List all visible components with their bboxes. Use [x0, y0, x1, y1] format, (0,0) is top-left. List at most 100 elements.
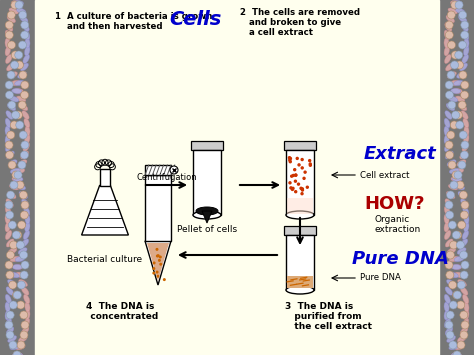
Circle shape: [16, 61, 23, 69]
Circle shape: [6, 151, 14, 159]
Circle shape: [456, 181, 464, 189]
Circle shape: [452, 171, 460, 179]
Ellipse shape: [5, 134, 10, 144]
Text: Pellet of cells: Pellet of cells: [177, 225, 237, 234]
Ellipse shape: [9, 184, 19, 190]
Circle shape: [301, 159, 303, 160]
Ellipse shape: [18, 72, 27, 78]
Ellipse shape: [462, 142, 468, 152]
Circle shape: [449, 281, 456, 289]
Ellipse shape: [5, 118, 11, 128]
Circle shape: [21, 261, 29, 269]
Circle shape: [452, 111, 460, 119]
Circle shape: [446, 91, 454, 99]
Ellipse shape: [8, 160, 17, 166]
Ellipse shape: [446, 15, 455, 23]
Circle shape: [457, 221, 465, 229]
Ellipse shape: [6, 23, 13, 31]
Circle shape: [447, 131, 455, 139]
Circle shape: [449, 341, 457, 349]
Circle shape: [170, 166, 178, 174]
Text: the cell extract: the cell extract: [285, 322, 372, 331]
Ellipse shape: [9, 8, 18, 14]
Polygon shape: [145, 241, 171, 285]
Ellipse shape: [7, 103, 16, 111]
Ellipse shape: [25, 310, 30, 320]
Circle shape: [447, 191, 455, 199]
Ellipse shape: [455, 344, 464, 350]
Ellipse shape: [23, 142, 29, 152]
Circle shape: [461, 201, 469, 209]
Circle shape: [301, 193, 303, 195]
Circle shape: [456, 241, 465, 249]
Ellipse shape: [449, 168, 459, 174]
Circle shape: [460, 331, 468, 339]
Circle shape: [446, 151, 454, 159]
Ellipse shape: [458, 15, 467, 23]
Ellipse shape: [5, 222, 10, 232]
Circle shape: [18, 161, 26, 169]
Ellipse shape: [445, 327, 453, 335]
Ellipse shape: [462, 230, 469, 240]
Ellipse shape: [19, 191, 27, 198]
Circle shape: [157, 275, 159, 277]
Circle shape: [447, 41, 456, 49]
Ellipse shape: [447, 335, 456, 343]
Circle shape: [19, 71, 27, 79]
Ellipse shape: [447, 248, 456, 254]
Circle shape: [21, 21, 29, 29]
Ellipse shape: [8, 191, 16, 198]
Circle shape: [298, 164, 300, 166]
Ellipse shape: [16, 184, 26, 190]
Ellipse shape: [445, 23, 452, 31]
Bar: [286, 235, 314, 290]
Circle shape: [458, 161, 466, 169]
Ellipse shape: [5, 310, 10, 320]
Circle shape: [295, 174, 297, 176]
Circle shape: [460, 151, 468, 159]
Circle shape: [14, 231, 22, 239]
Ellipse shape: [5, 318, 11, 328]
Circle shape: [290, 187, 292, 189]
Circle shape: [7, 11, 15, 19]
Bar: [287, 276, 313, 288]
Circle shape: [6, 271, 14, 279]
Circle shape: [156, 248, 158, 250]
Circle shape: [20, 151, 28, 159]
Bar: [0, 0, 35, 355]
Ellipse shape: [6, 111, 13, 119]
Ellipse shape: [456, 8, 465, 14]
Circle shape: [460, 311, 468, 319]
Ellipse shape: [452, 353, 462, 355]
Circle shape: [7, 131, 15, 139]
Circle shape: [461, 91, 469, 99]
Ellipse shape: [452, 88, 462, 93]
Circle shape: [289, 182, 291, 184]
Circle shape: [20, 91, 28, 99]
Ellipse shape: [8, 72, 18, 78]
Ellipse shape: [12, 264, 22, 269]
Circle shape: [153, 268, 155, 269]
Circle shape: [291, 175, 292, 177]
Ellipse shape: [464, 126, 469, 136]
Ellipse shape: [24, 294, 30, 304]
Ellipse shape: [16, 272, 26, 278]
Ellipse shape: [5, 38, 10, 48]
Bar: [193, 150, 221, 215]
Ellipse shape: [7, 151, 14, 159]
Ellipse shape: [463, 30, 469, 40]
Ellipse shape: [444, 46, 449, 56]
Ellipse shape: [23, 318, 30, 328]
Text: and broken to give: and broken to give: [240, 18, 341, 27]
Ellipse shape: [286, 211, 314, 219]
Circle shape: [5, 31, 13, 39]
Circle shape: [454, 231, 462, 239]
Ellipse shape: [460, 327, 468, 335]
Circle shape: [458, 101, 466, 109]
Circle shape: [160, 263, 162, 265]
Circle shape: [6, 331, 14, 339]
Ellipse shape: [458, 191, 466, 198]
Ellipse shape: [10, 344, 19, 350]
Ellipse shape: [464, 310, 469, 320]
Ellipse shape: [457, 248, 466, 254]
